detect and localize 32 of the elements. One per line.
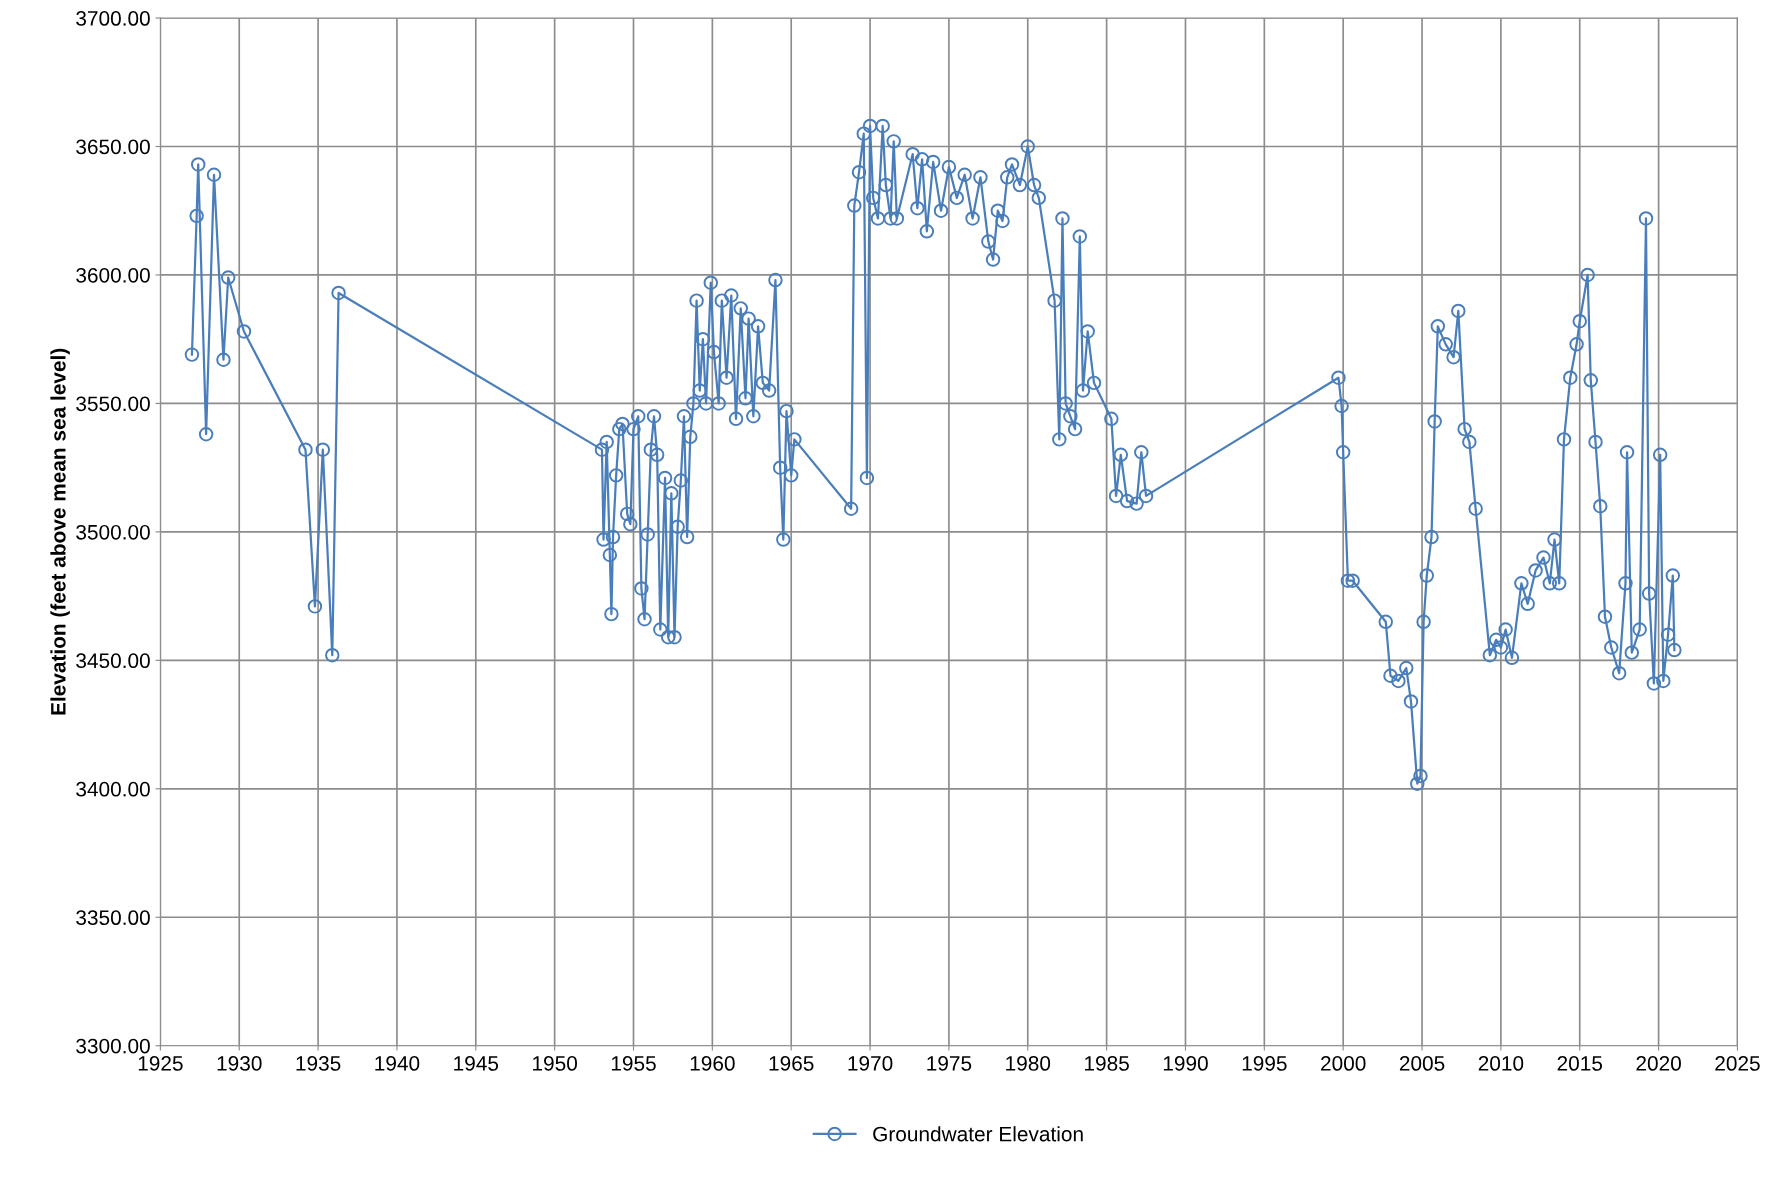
x-tick-label: 1955 xyxy=(611,1056,656,1071)
x-tick-label: 1980 xyxy=(1006,1056,1051,1071)
x-tick-label: 1950 xyxy=(533,1056,578,1071)
y-tick-label: 3700.00 xyxy=(76,11,150,26)
x-tick-label: 1985 xyxy=(1085,1056,1129,1071)
x-tick-label: 1940 xyxy=(375,1056,420,1071)
x-tick-label: 1965 xyxy=(769,1056,814,1071)
y-tick-label: 3500.00 xyxy=(76,524,150,540)
x-tick-label: 1935 xyxy=(296,1056,341,1071)
x-tick-label: 1960 xyxy=(690,1056,735,1071)
x-tick-label: 2010 xyxy=(1478,1056,1524,1071)
x-tick-label: 1975 xyxy=(927,1056,972,1071)
x-tick-label: 2005 xyxy=(1399,1056,1445,1071)
y-tick-label: 3550.00 xyxy=(76,396,150,412)
y-axis-title: Elevation (feet above mean sea level) xyxy=(50,348,70,715)
x-tick-label: 2020 xyxy=(1636,1056,1681,1071)
x-tick-label: 1945 xyxy=(454,1056,499,1071)
x-tick-label: 1925 xyxy=(138,1056,183,1071)
y-tick-label: 3450.00 xyxy=(76,653,150,669)
y-tick-label: 3650.00 xyxy=(76,139,150,155)
x-tick-label: 2025 xyxy=(1715,1056,1760,1071)
y-tick-label: 3350.00 xyxy=(76,910,150,926)
x-tick-label: 1930 xyxy=(217,1056,262,1071)
y-tick-label: 3400.00 xyxy=(76,781,150,797)
x-tick-label: 1990 xyxy=(1163,1056,1208,1071)
y-tick-label: 3300.00 xyxy=(76,1038,150,1054)
y-tick-label: 3600.00 xyxy=(76,267,150,283)
x-tick-label: 2015 xyxy=(1557,1056,1603,1071)
x-tick-label: 2000 xyxy=(1321,1056,1366,1071)
x-tick-label: 1995 xyxy=(1242,1056,1287,1071)
legend-label: Groundwater Elevation xyxy=(873,1126,1083,1142)
x-tick-label: 1970 xyxy=(848,1056,893,1071)
